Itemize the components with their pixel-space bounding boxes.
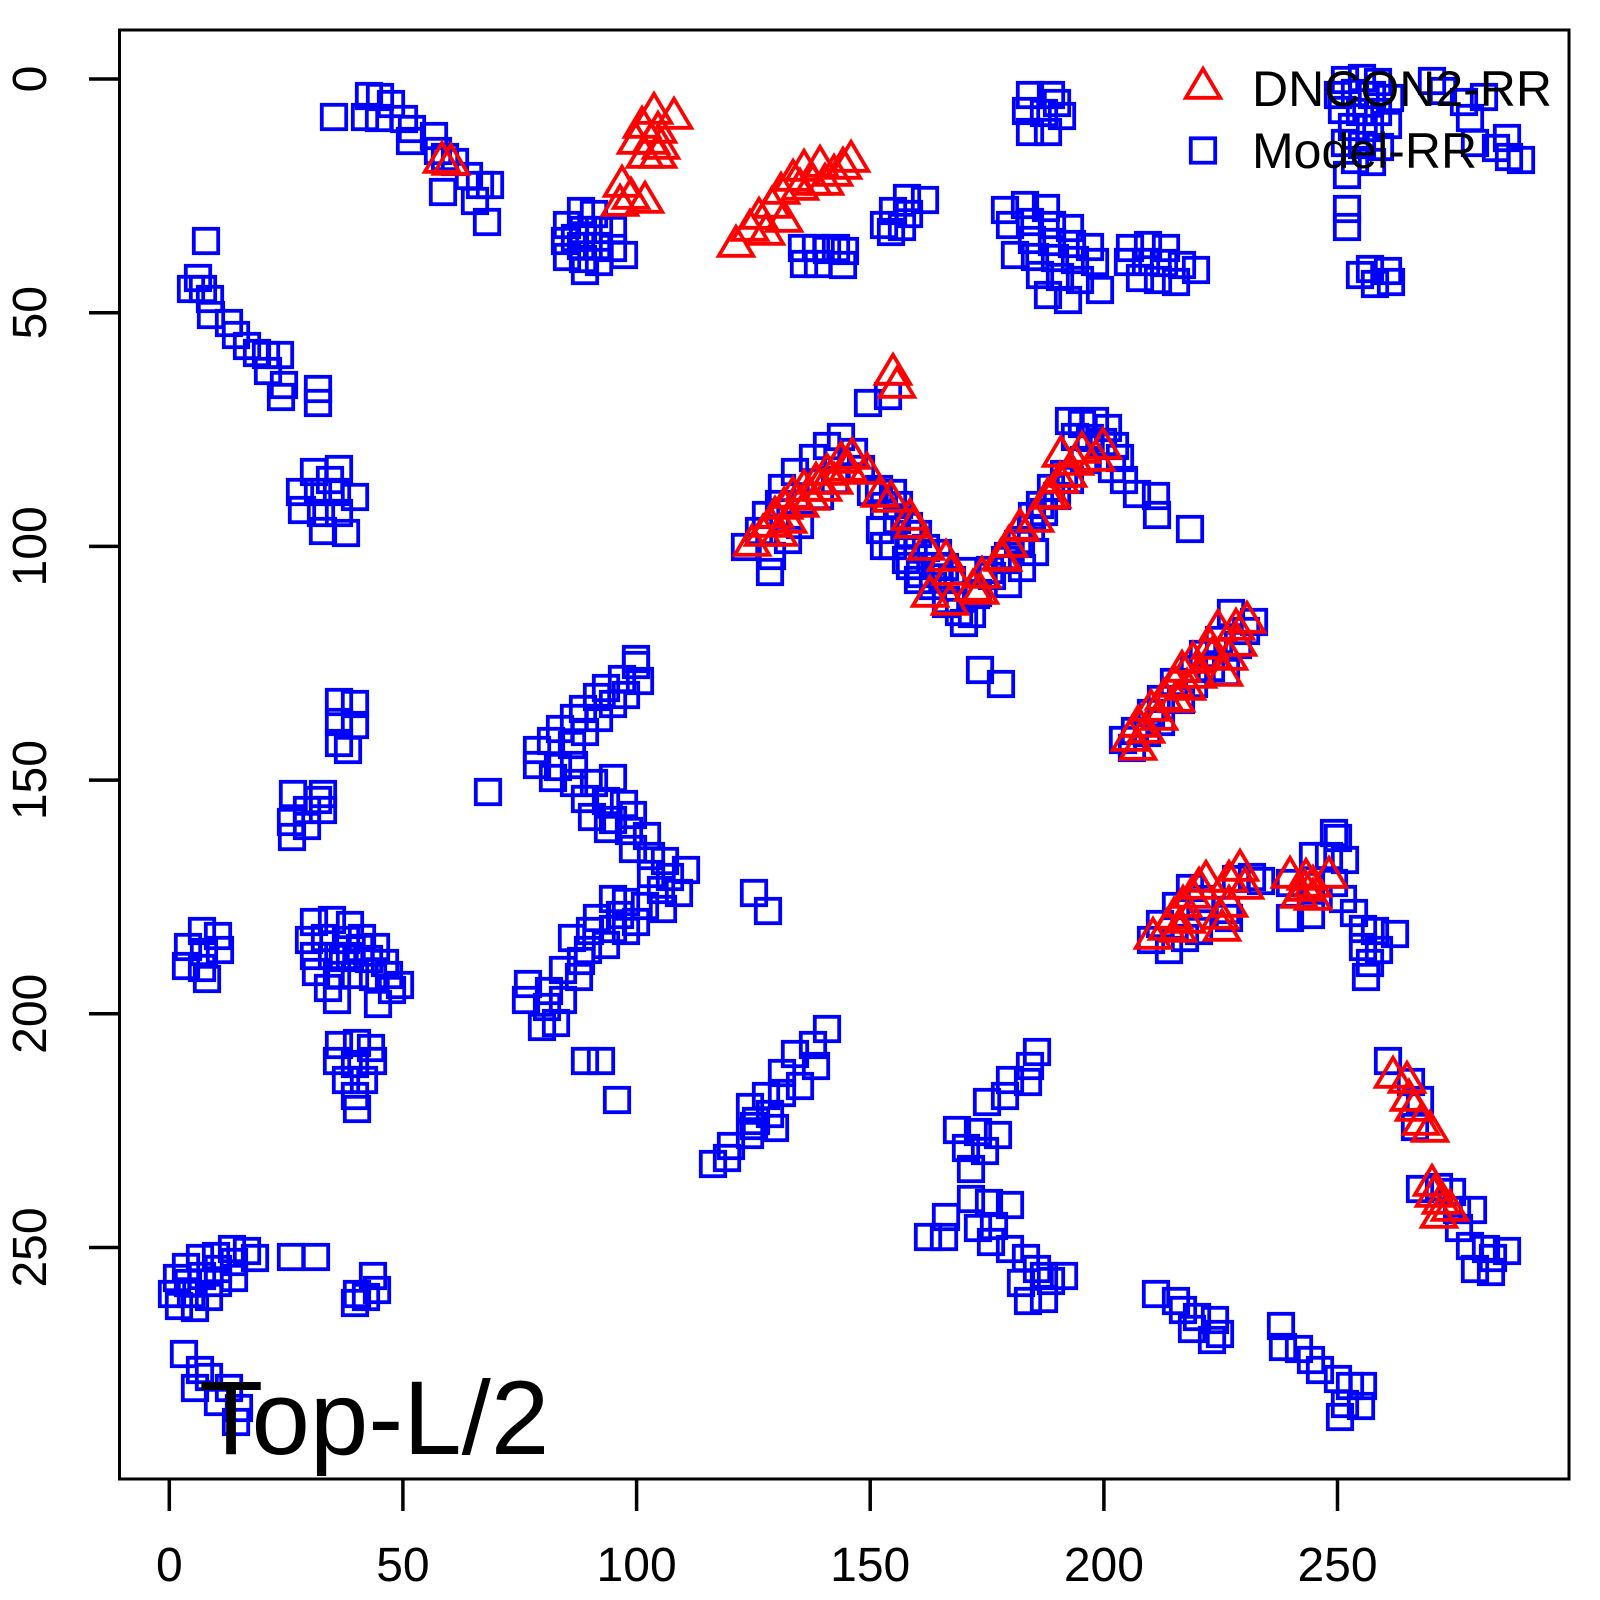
svg-text:0: 0 bbox=[4, 66, 57, 93]
svg-text:50: 50 bbox=[376, 1539, 429, 1592]
svg-text:Model-RR: Model-RR bbox=[1252, 123, 1477, 179]
svg-text:100: 100 bbox=[597, 1539, 677, 1592]
svg-text:200: 200 bbox=[4, 974, 57, 1054]
svg-text:Top-L/2: Top-L/2 bbox=[199, 1360, 549, 1477]
svg-text:150: 150 bbox=[4, 740, 57, 820]
svg-text:250: 250 bbox=[4, 1207, 57, 1287]
svg-text:50: 50 bbox=[4, 286, 57, 339]
svg-text:100: 100 bbox=[4, 506, 57, 586]
svg-text:150: 150 bbox=[830, 1539, 910, 1592]
svg-text:250: 250 bbox=[1297, 1539, 1377, 1592]
svg-text:0: 0 bbox=[156, 1539, 183, 1592]
svg-text:200: 200 bbox=[1064, 1539, 1144, 1592]
svg-text:DNCON2-RR: DNCON2-RR bbox=[1252, 61, 1552, 117]
